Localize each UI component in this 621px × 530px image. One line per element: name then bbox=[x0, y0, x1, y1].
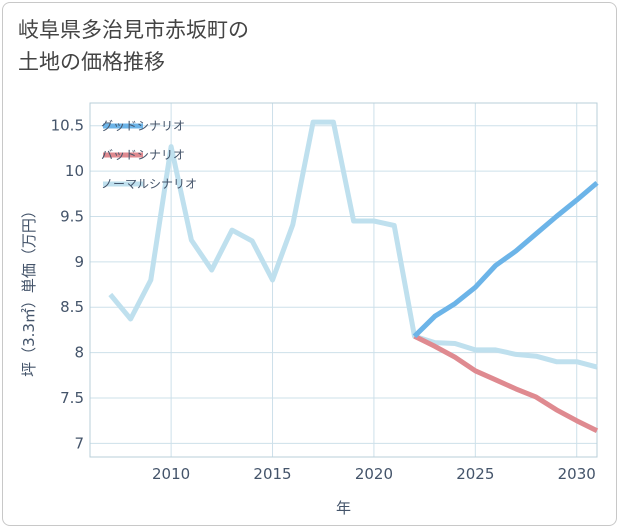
chart-title-line-1: 岐阜県多治見市赤坂町の bbox=[18, 18, 249, 42]
y-tick-label: 9.5 bbox=[60, 207, 84, 225]
chart-title-line-2: 土地の価格推移 bbox=[18, 50, 165, 74]
x-tick-label: 2020 bbox=[355, 465, 393, 483]
x-axis-label: 年 bbox=[336, 499, 351, 517]
y-tick-label: 7.5 bbox=[60, 389, 84, 407]
y-tick-labels: 7 7.5 8 8.5 9 9.5 10 10.5 bbox=[51, 117, 84, 453]
chart-title: 岐阜県多治見市赤坂町の 土地の価格推移 bbox=[18, 14, 249, 78]
legend-label-good: グッドシナリオ bbox=[101, 119, 185, 133]
y-tick-label: 9 bbox=[74, 253, 84, 271]
series-line-bad bbox=[413, 334, 599, 433]
y-axis-label: 坪（3.3㎡）単価（万円） bbox=[20, 203, 38, 377]
plot-border bbox=[89, 102, 598, 458]
legend-label-bad: バッドシナリオ bbox=[101, 148, 185, 162]
series-lines bbox=[108, 119, 599, 433]
x-tick-labels: 2010 2015 2020 2025 2030 bbox=[152, 465, 596, 483]
y-tick-label: 10 bbox=[65, 162, 84, 180]
x-tick-label: 2010 bbox=[152, 465, 190, 483]
legend-label-normal: ノーマルシナリオ bbox=[101, 177, 197, 191]
x-tick-label: 2015 bbox=[253, 465, 291, 483]
x-tick-label: 2030 bbox=[558, 465, 596, 483]
chart-frame bbox=[2, 2, 617, 526]
series-line-good bbox=[412, 180, 599, 339]
y-tick-label: 8.5 bbox=[60, 298, 84, 316]
series-line-normal bbox=[108, 119, 598, 370]
y-tick-label: 7 bbox=[74, 434, 84, 452]
y-tick-label: 10.5 bbox=[51, 117, 84, 135]
y-tick-label: 8 bbox=[74, 344, 84, 362]
x-tick-label: 2025 bbox=[456, 465, 494, 483]
